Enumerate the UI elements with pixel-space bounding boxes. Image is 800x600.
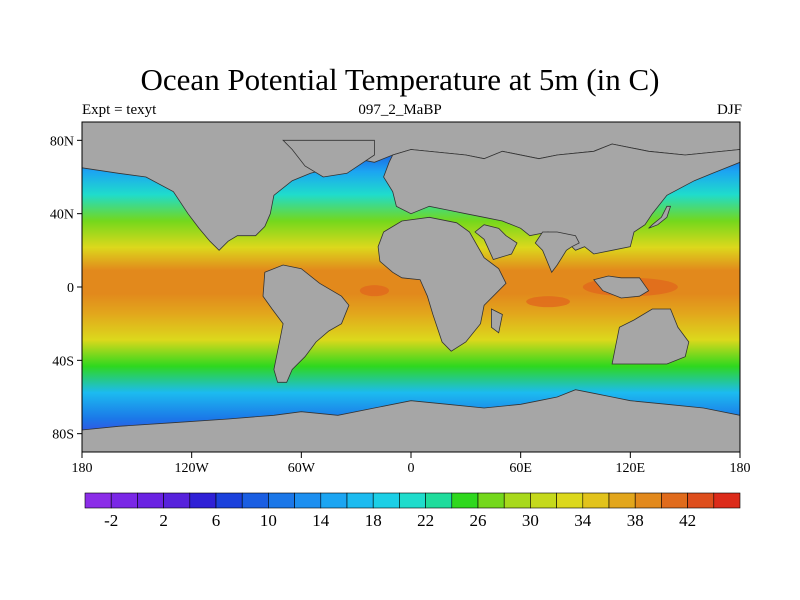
land-madagascar [490,308,503,334]
lon-tick-label: 120W [175,461,210,476]
colorbar-tick-label: 6 [212,511,221,530]
lon-tick-label: 120E [616,461,646,476]
colorbar-swatch [294,492,322,509]
colorbar-swatch [556,492,584,509]
lon-tick-label: 0 [408,461,415,476]
colorbar-swatch [268,492,295,509]
colorbar-swatch [713,492,741,509]
land-greenland [282,139,375,178]
lat-tick-label: 80N [50,134,74,149]
colorbar-tick-label: 14 [312,511,330,530]
map-title: Ocean Potential Temperature at 5m (in C) [140,62,660,97]
colorbar-tick-labels: -2 2 6 10 14 18 22 26 30 34 38 42 [104,511,696,530]
colorbar-tick-label: 22 [417,511,434,530]
colorbar-tick-label: 30 [522,511,539,530]
lat-tick-label: 80S [52,428,74,443]
colorbar-swatch [110,492,138,509]
experiment-label: Expt = texyt [82,102,157,118]
colorbar-swatch [241,492,269,509]
land-southeast-asia-islands [593,275,650,299]
colorbar-swatch [661,492,688,509]
colorbar-swatch [163,492,191,509]
lat-tick-label: 40N [50,208,74,223]
land-south-america [262,264,350,383]
land-india [534,231,580,274]
land-west-europe [383,143,740,255]
colorbar-tick-label: 26 [470,511,487,530]
colorbar-swatch [399,492,426,509]
land-japan [648,205,672,229]
colorbar-swatch [687,492,715,509]
colorbar-swatch [137,492,164,509]
colorbar-swatch [84,492,112,509]
age-label: 097_2_MaBP [358,102,442,118]
land-africa [377,216,507,352]
colorbar-tick-label: 2 [159,511,168,530]
season-label: DJF [716,102,742,118]
colorbar-swatch [372,492,400,509]
colorbar-swatch [425,492,453,509]
colorbar-swatch [346,492,374,509]
land-layer [82,122,740,452]
warm-patch [526,296,571,308]
colorbar-swatch [477,492,505,509]
land-arabia [474,224,518,260]
land-antarctica [82,389,740,452]
colorbar-swatch [320,492,348,509]
colorbar-swatch [503,492,531,509]
lon-tick-label: 180 [730,461,751,476]
colorbar-tick-label: 34 [574,511,592,530]
colorbar-swatch [189,492,217,509]
lat-tick-label: 40S [52,354,74,369]
colorbar-swatch [451,492,479,509]
colorbar [84,492,741,509]
colorbar-swatch [215,492,243,509]
longitude-axis: 180 120W 60W 0 60E 120E 180 [72,452,751,476]
colorbar-tick-label: 18 [365,511,382,530]
colorbar-tick-label: 42 [679,511,696,530]
land-australia [611,308,690,365]
lon-tick-label: 180 [72,461,93,476]
warm-patch [359,285,390,297]
map-plot-area [81,121,741,453]
colorbar-swatch [530,492,557,509]
colorbar-tick-label: -2 [104,511,118,530]
latitude-axis: 80N 40N 0 40S 80S [50,134,82,443]
colorbar-tick-label: 38 [627,511,644,530]
colorbar-swatch [608,492,636,509]
colorbar-tick-label: 10 [260,511,277,530]
lon-tick-label: 60W [288,461,316,476]
lat-tick-label: 0 [67,281,74,296]
colorbar-swatch [634,492,662,509]
lon-tick-label: 60E [509,461,532,476]
colorbar-swatch [582,492,610,509]
